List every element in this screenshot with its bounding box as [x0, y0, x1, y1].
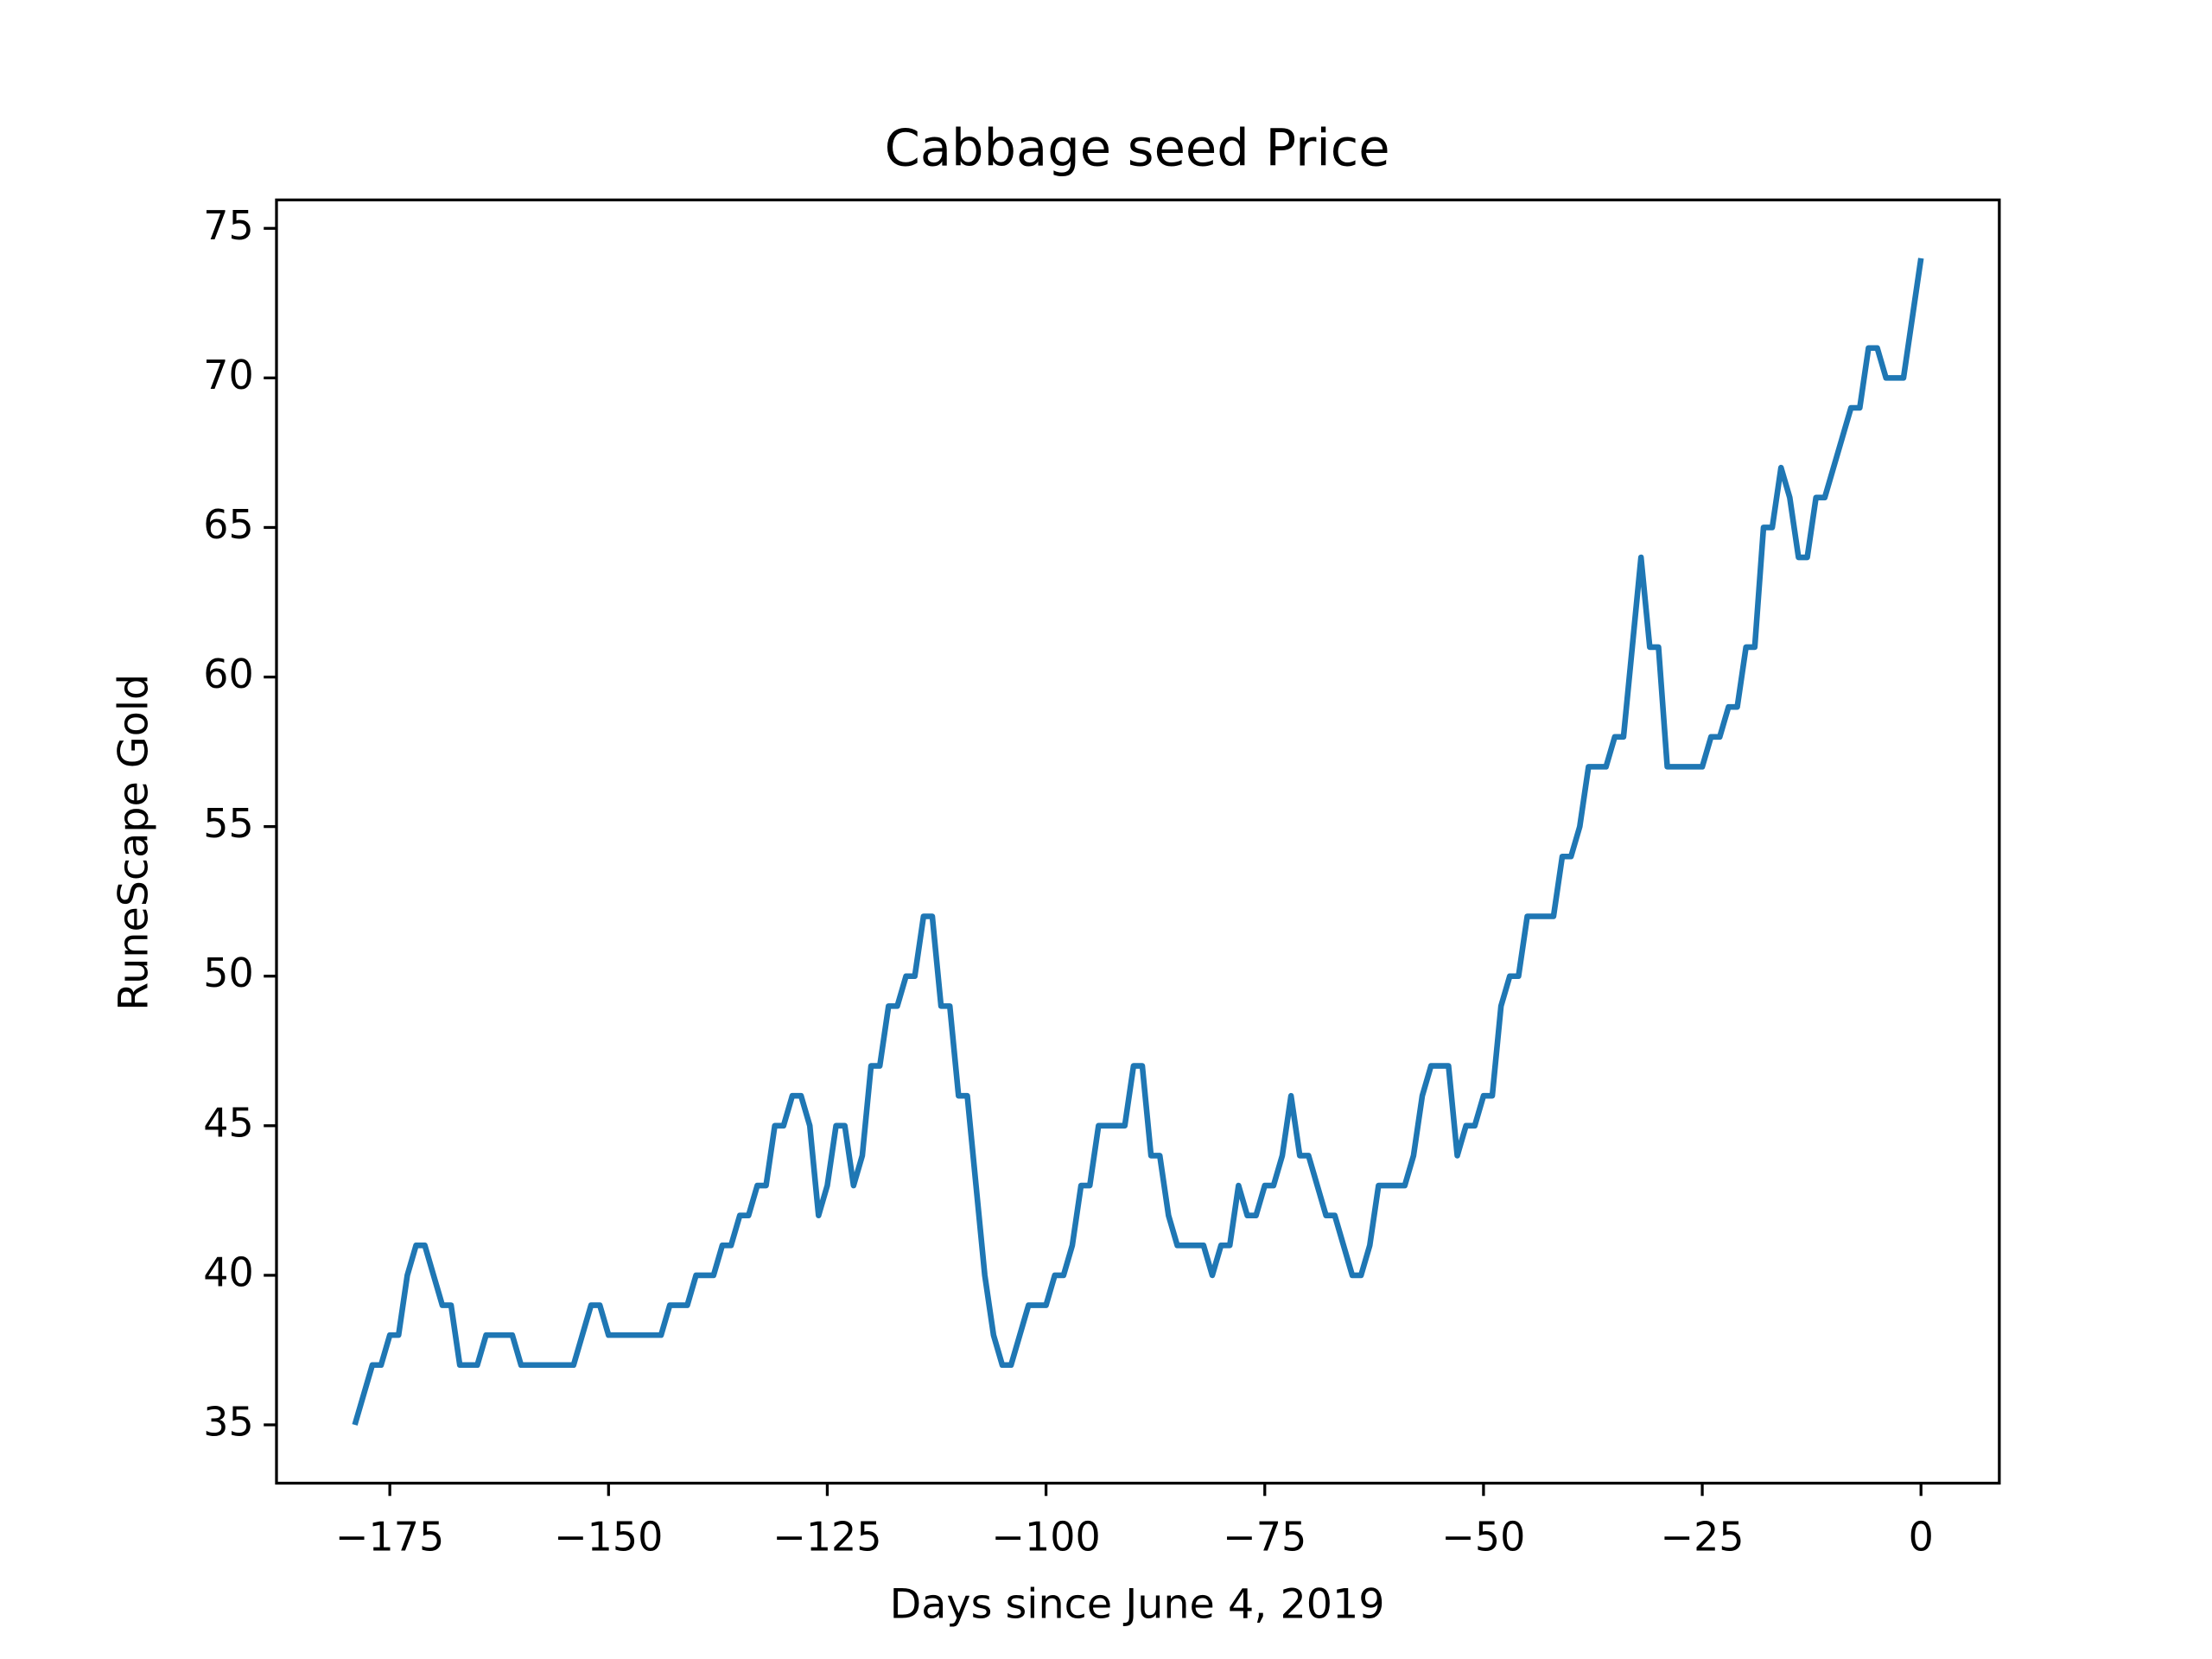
y-tick-label: 55 [203, 800, 253, 847]
y-tick-label: 40 [203, 1249, 253, 1295]
y-tick-label: 60 [203, 651, 253, 697]
y-tick-label: 70 [203, 352, 253, 398]
x-tick-label: −175 [335, 1514, 444, 1560]
x-tick-label: −100 [992, 1514, 1101, 1560]
x-tick-label: 0 [1909, 1514, 1934, 1560]
y-axis-label: RuneScape Gold [111, 674, 158, 1011]
x-tick-label: −150 [554, 1514, 663, 1560]
chart-title: Cabbage seed Price [885, 118, 1390, 178]
data-line [352, 257, 1924, 1426]
y-tick-label: 45 [203, 1099, 253, 1146]
plot-frame [275, 198, 2001, 1485]
x-tick-label: −125 [772, 1514, 881, 1560]
y-tick-label: 35 [203, 1399, 253, 1446]
x-tick-label: −75 [1223, 1514, 1306, 1560]
y-tick-label: 75 [203, 202, 253, 249]
x-tick-label: −50 [1441, 1514, 1525, 1560]
y-tick-label: 50 [203, 950, 253, 996]
x-axis-label: Days since June 4, 2019 [890, 1580, 1385, 1628]
x-tick-label: −25 [1661, 1514, 1745, 1560]
y-tick-label: 65 [203, 501, 253, 548]
